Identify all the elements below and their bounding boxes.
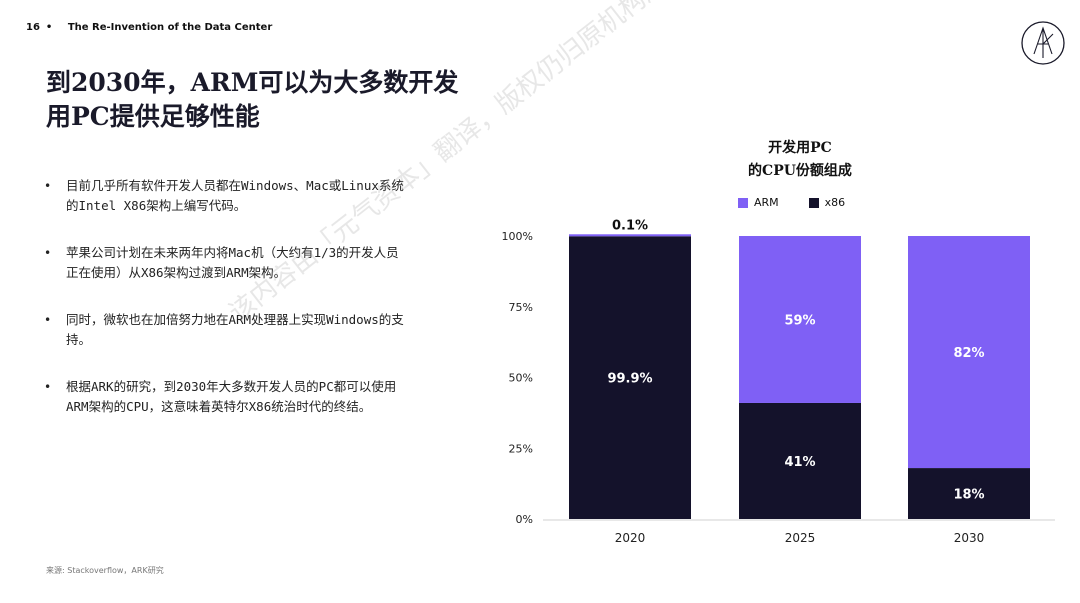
data-label-x86-2025: 41% xyxy=(784,455,815,470)
data-label-x86-2030: 18% xyxy=(953,488,984,503)
bar-x86-2030 xyxy=(908,468,1030,519)
data-label-x86-2020: 99.9% xyxy=(607,372,652,387)
chart-title: 开发用PC 的CPU份额组成 xyxy=(700,137,900,183)
data-label-arm-2030: 82% xyxy=(953,346,984,361)
bar-arm-2025 xyxy=(739,236,861,403)
bullet-item: 同时，微软也在加倍努力地在ARM处理器上实现Windows的支持。 xyxy=(44,310,404,350)
bullet-list: 目前几乎所有软件开发人员都在Windows、Mac或Linux系统的Intel … xyxy=(44,176,404,444)
bar-arm-2020 xyxy=(569,234,691,237)
y-tick-label: 100% xyxy=(502,230,533,243)
bar-arm-2030 xyxy=(908,236,1030,469)
bar-x86-2025 xyxy=(739,402,861,519)
legend-item-x86: x86 xyxy=(808,196,846,209)
bullet-item: 目前几乎所有软件开发人员都在Windows、Mac或Linux系统的Intel … xyxy=(44,176,404,216)
legend-label-arm: ARM xyxy=(754,196,779,209)
y-tick-label: 0% xyxy=(516,513,533,526)
chart-legend: ARM x86 xyxy=(738,196,845,209)
x-tick-label: 2025 xyxy=(785,531,816,545)
source-note: 来源: Stackoverflow，ARK研究 xyxy=(46,566,164,575)
y-tick-label: 25% xyxy=(509,442,533,455)
chart-title-line1: 开发用PC xyxy=(768,140,832,156)
x-tick-label: 2020 xyxy=(615,531,646,545)
slide-header: 16 • The Re-Invention of the Data Center xyxy=(26,22,272,33)
legend-label-x86: x86 xyxy=(824,196,846,209)
chart-title-line2: 的CPU份额组成 xyxy=(748,163,852,179)
y-tick-label: 75% xyxy=(509,301,533,314)
y-tick-label: 50% xyxy=(509,372,533,385)
page-number-dot: • xyxy=(45,22,53,33)
bullet-item: 苹果公司计划在未来两年内将Mac机（大约有1/3的开发人员正在使用）从X86架构… xyxy=(44,243,404,283)
slide-title: 到2030年，ARM可以为大多数开发用PC提供足够性能 xyxy=(46,68,459,131)
bar-x86-2020 xyxy=(569,236,691,519)
data-label-arm-2020: 0.1% xyxy=(612,218,648,233)
x-tick-label: 2030 xyxy=(954,531,985,545)
legend-swatch-x86 xyxy=(808,197,819,208)
data-label-arm-2025: 59% xyxy=(784,313,815,328)
page-number: 16 xyxy=(26,22,40,33)
ark-logo-icon xyxy=(1021,21,1065,65)
bullet-item: 根据ARK的研究，到2030年大多数开发人员的PC都可以使用ARM架构的CPU，… xyxy=(44,377,404,417)
deck-title: The Re-Invention of the Data Center xyxy=(67,22,273,33)
legend-swatch-arm xyxy=(738,197,748,208)
legend-item-arm: ARM xyxy=(738,196,779,209)
